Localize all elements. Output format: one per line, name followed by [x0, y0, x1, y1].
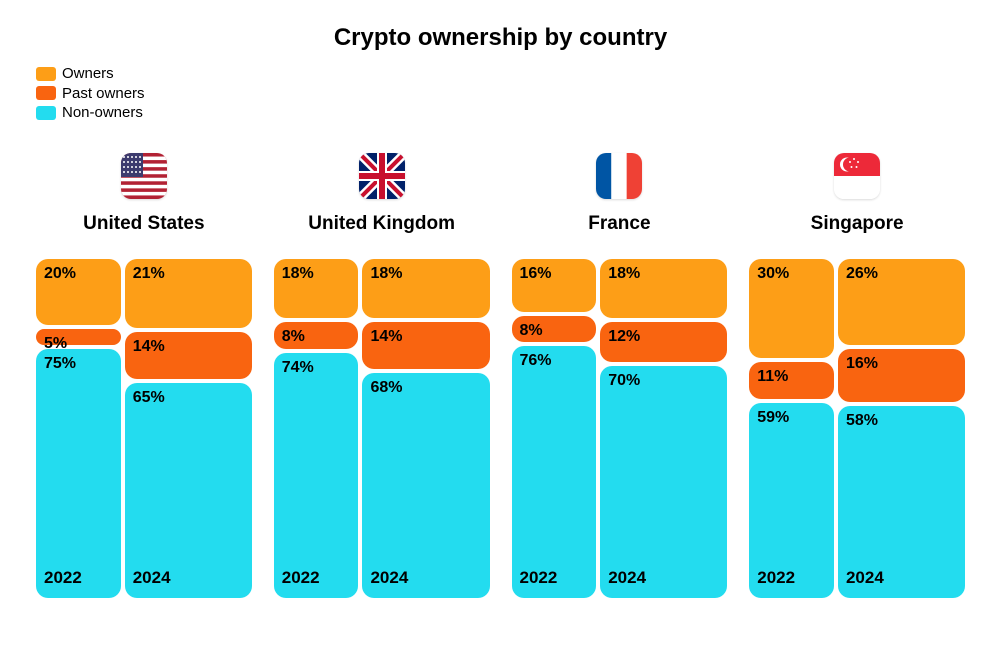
segment-owners: 18% [600, 259, 727, 319]
year-label: 2022 [282, 568, 320, 588]
legend-label-owners: Owners [62, 64, 114, 84]
year-column: 16% 8% 76%2022 [512, 259, 597, 599]
segment-owners: 20% [36, 259, 121, 325]
year-column: 20% 5% 75%2022 [36, 259, 121, 599]
segment-non-owners: 74%2022 [274, 353, 359, 599]
sg-flag-icon [834, 153, 880, 199]
segment-non-owners: 65%2024 [125, 383, 252, 599]
year-column: 21%14% 65%2024 [125, 259, 252, 599]
segment-non-owners: 58%2024 [838, 406, 965, 599]
stacked-bars: 18%8%74%202218%14%68%2024 [274, 259, 490, 599]
year-column: 26%16%58%2024 [838, 259, 965, 599]
year-label: 2024 [608, 568, 646, 588]
segment-past-owners: 16% [838, 349, 965, 402]
segment-non-owners: 59%2022 [749, 403, 834, 599]
year-column: 18%14% 68%2024 [362, 259, 489, 599]
segment-owners: 18% [362, 259, 489, 319]
segment-owners: 30% [749, 259, 834, 359]
legend-item-owners: Owners [36, 64, 1001, 84]
segment-non-owners: 70%2024 [600, 366, 727, 598]
legend-item-past-owners: Past owners [36, 84, 1001, 104]
segment-owners: 18% [274, 259, 359, 319]
segment-owners: 21% [125, 259, 252, 329]
segment-non-owners: 75%2022 [36, 349, 121, 598]
year-label: 2024 [133, 568, 171, 588]
stacked-bars: 30%11% 59%202226%16%58%2024 [749, 259, 965, 599]
year-column: 18%12%70%2024 [600, 259, 727, 599]
country-column: United States 20% 5% 75%202221%14% 65%2024 [36, 153, 252, 599]
segment-past-owners: 8% [512, 316, 597, 343]
legend-item-non-owners: Non-owners [36, 103, 1001, 123]
year-label: 2024 [846, 568, 884, 588]
country-name: United Kingdom [308, 213, 455, 235]
segment-non-owners: 68%2024 [362, 373, 489, 599]
year-column: 18% 8% 74%2022 [274, 259, 359, 599]
country-name: United States [83, 213, 204, 235]
year-label: 2022 [757, 568, 795, 588]
year-label: 2022 [44, 568, 82, 588]
year-column: 30%11% 59%2022 [749, 259, 834, 599]
segment-past-owners: 5% [36, 329, 121, 346]
stacked-bars: 20% 5% 75%202221%14% 65%2024 [36, 259, 252, 599]
country-name: Singapore [811, 213, 904, 235]
uk-flag-icon [359, 153, 405, 199]
year-label: 2024 [370, 568, 408, 588]
country-column: Singapore 30%11% 59%202226%16%58%2024 [749, 153, 965, 599]
segment-non-owners: 76%2022 [512, 346, 597, 598]
segment-past-owners: 11% [749, 362, 834, 399]
legend-swatch-past-owners [36, 86, 56, 100]
legend: Owners Past owners Non-owners [0, 52, 1001, 123]
legend-label-past-owners: Past owners [62, 84, 145, 104]
legend-swatch-owners [36, 67, 56, 81]
segment-past-owners: 12% [600, 322, 727, 362]
legend-swatch-non-owners [36, 106, 56, 120]
segment-owners: 26% [838, 259, 965, 345]
year-label: 2022 [520, 568, 558, 588]
fr-flag-icon [596, 153, 642, 199]
country-column: United Kingdom18%8%74%202218%14%68%2024 [274, 153, 490, 599]
segment-owners: 16% [512, 259, 597, 312]
legend-label-non-owners: Non-owners [62, 103, 143, 123]
segment-past-owners: 14% [125, 332, 252, 378]
segment-past-owners: 8% [274, 322, 359, 349]
segment-past-owners: 14% [362, 322, 489, 368]
us-flag-icon [121, 153, 167, 199]
countries-row: United States20%5%75%202221%14%65%2024 U… [0, 123, 1001, 599]
stacked-bars: 16% 8% 76%202218%12%70%2024 [512, 259, 728, 599]
country-name: France [588, 213, 650, 235]
chart-title: Crypto ownership by country [0, 0, 1001, 52]
country-column: France 16% 8% 76%202218%12%70%2024 [512, 153, 728, 599]
